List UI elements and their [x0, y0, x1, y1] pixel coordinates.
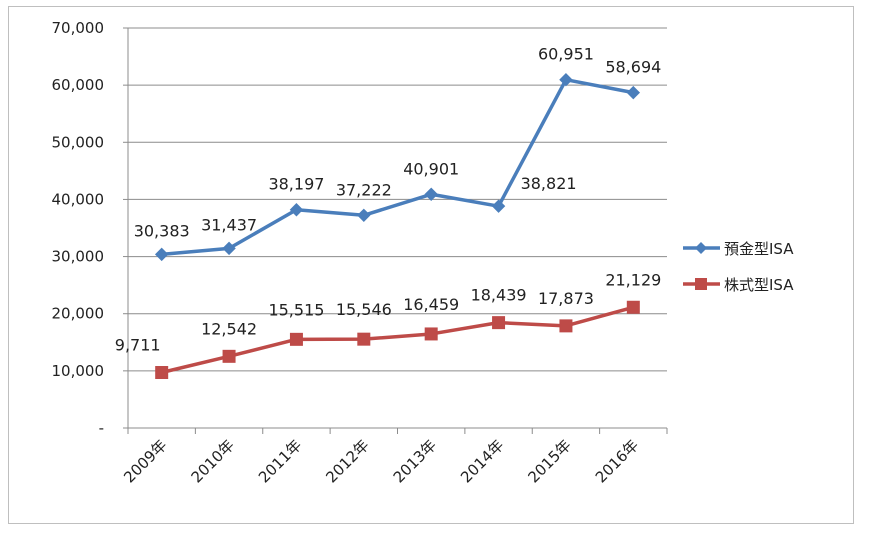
x-axis-tick-labels: 2009年 2010年 2011年 2012年 2013年 2014年 2015年 2016年	[120, 436, 642, 486]
data-label: 58,694	[605, 58, 661, 77]
gridlines	[128, 27, 667, 372]
x-tick-label: 2015年	[524, 436, 574, 486]
data-point-square	[289, 332, 303, 346]
data-label: 38,197	[268, 175, 324, 194]
data-point-diamond	[154, 247, 169, 262]
x-tick-label: 2013年	[390, 436, 440, 486]
data-label: 16,459	[403, 295, 459, 314]
data-point-square	[626, 300, 640, 314]
x-tick-label: 2016年	[592, 436, 642, 486]
data-label: 30,383	[134, 221, 190, 240]
data-label: 9,711	[115, 336, 161, 355]
y-tick-label: -	[99, 419, 104, 437]
data-point-square	[222, 349, 236, 363]
data-label: 12,542	[201, 319, 257, 338]
data-label: 31,437	[201, 215, 257, 234]
y-axis-tick-labels: - 10,000 20,000 30,000 40,000 50,000 60,000 70,…	[52, 19, 105, 437]
series-layer	[154, 73, 641, 380]
series-line-1	[161, 77, 634, 257]
data-point-diamond	[559, 73, 573, 87]
data-label: 60,951	[538, 45, 594, 64]
chart-frame	[8, 6, 854, 524]
data-point-diamond	[357, 208, 371, 223]
x-tick-label: 2011年	[255, 436, 305, 486]
data-label: 15,546	[336, 300, 392, 319]
legend-marker-diamond	[695, 242, 707, 254]
y-tick-label: 20,000	[52, 305, 105, 323]
data-labels: 30,383 31,437 38,197 37,222 40,901 38,821 60,9…	[115, 45, 662, 355]
data-point-diamond	[222, 241, 236, 256]
data-point-square	[155, 366, 169, 380]
y-tick-label: 60,000	[52, 76, 105, 94]
y-tick-label: 40,000	[52, 190, 105, 208]
data-label: 37,222	[336, 180, 392, 199]
data-point-square	[559, 319, 573, 333]
y-tick-label: 30,000	[52, 248, 105, 266]
x-tick-label: 2012年	[322, 436, 372, 486]
legend-label: 株式型ISA	[724, 276, 794, 294]
legend-marker-square	[695, 278, 707, 290]
y-tick-label: 70,000	[52, 19, 105, 37]
data-point-diamond	[424, 187, 438, 201]
data-point-square	[424, 327, 438, 341]
legend-label: 預金型ISA	[724, 240, 794, 258]
data-point-square	[357, 332, 371, 346]
x-tick-label: 2009年	[120, 436, 170, 486]
data-label: 17,873	[538, 289, 594, 308]
data-point-diamond	[626, 85, 641, 100]
axes	[123, 27, 668, 434]
data-point-square	[492, 316, 506, 330]
data-label: 18,439	[471, 286, 527, 305]
data-label: 40,901	[403, 159, 459, 178]
x-tick-label: 2014年	[457, 436, 507, 486]
data-label: 15,515	[268, 300, 324, 319]
series-line-2	[161, 305, 634, 375]
y-tick-label: 10,000	[52, 362, 105, 380]
legend: 預金型ISA 株式型ISA	[683, 240, 794, 294]
y-tick-label: 50,000	[52, 133, 105, 151]
data-label: 38,821	[521, 174, 577, 193]
data-point-diamond	[289, 203, 304, 217]
data-point-diamond	[491, 199, 506, 213]
data-label: 21,129	[605, 270, 661, 289]
x-tick-label: 2010年	[188, 436, 238, 486]
